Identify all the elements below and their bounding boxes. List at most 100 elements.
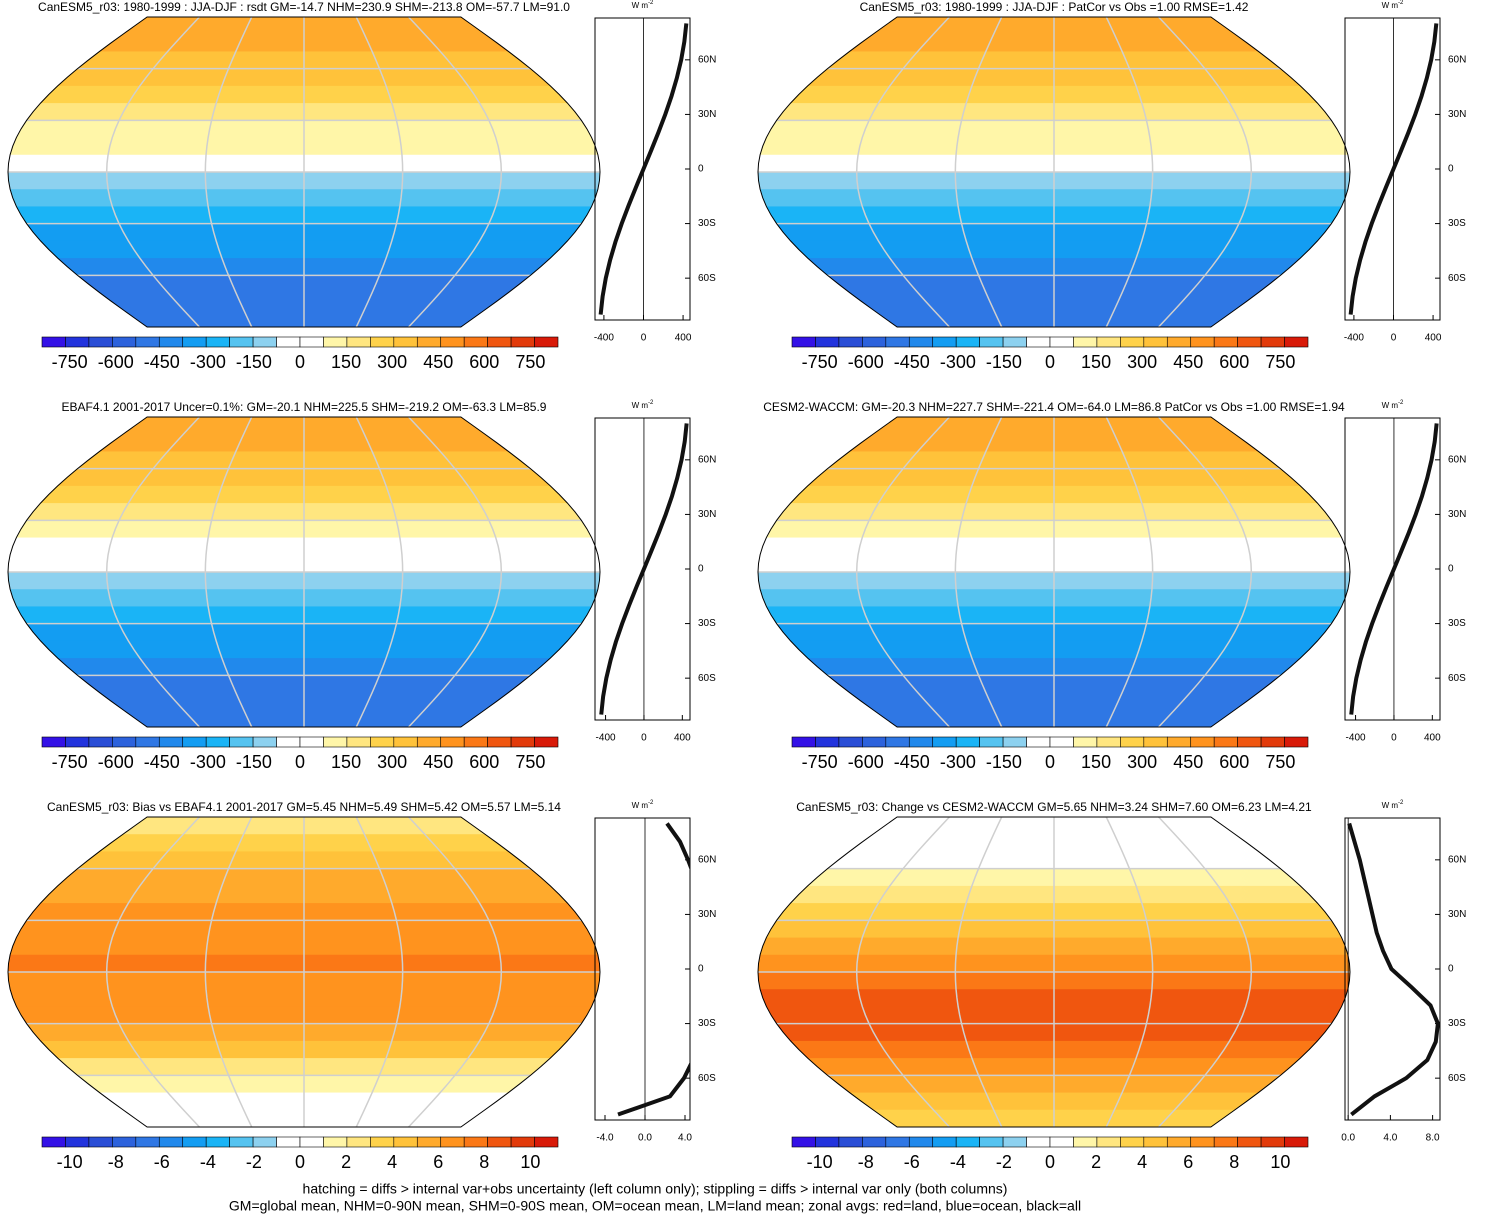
- y-tick-label: 30N: [1448, 509, 1466, 520]
- y-tick-label: 30S: [1448, 618, 1466, 629]
- colorbar-box: [276, 736, 301, 748]
- colorbar-label: -300: [940, 752, 976, 772]
- map-meridian: [204, 17, 253, 327]
- colorbar-label: -10: [807, 1152, 833, 1172]
- panel: EBAF4.1 2001-2017 Uncer=0.1%: GM=-20.1 N…: [7, 400, 716, 772]
- y-tick-label: 60S: [1448, 273, 1466, 284]
- colorbar-box: [88, 1136, 113, 1148]
- colorbar-box: [1026, 336, 1051, 348]
- colorbar-box: [1002, 736, 1027, 748]
- zonal-curve: [1348, 23, 1439, 315]
- colorbar: -750 -600 -450 -300 -150 0 150 300 450 600 750: [41, 336, 559, 372]
- zonal-plot: W m-2 -400 0 400 60N 30N 0 30S 60S: [1344, 400, 1466, 744]
- colorbar-box: [838, 1136, 863, 1148]
- colorbar-label: 0: [295, 352, 305, 372]
- panel: CESM2-WACCM: GM=-20.3 NHM=227.7 SHM=-221…: [757, 400, 1466, 772]
- colorbar-label: -4: [950, 1152, 966, 1172]
- colorbar-box: [65, 736, 90, 748]
- colorbar-label: 2: [1091, 1152, 1101, 1172]
- footer-line: GM=global mean, NHM=0-90N mean, SHM=0-90…: [229, 1198, 1081, 1214]
- colorbar-box: [65, 336, 90, 348]
- colorbar-box: [112, 736, 137, 748]
- colorbar-box: [955, 736, 980, 748]
- colorbar-box: [1260, 736, 1285, 748]
- colorbar: -750 -600 -450 -300 -150 0 150 300 450 600 750: [791, 336, 1309, 372]
- colorbar-box: [932, 1136, 957, 1148]
- colorbar-label: 600: [469, 352, 499, 372]
- colorbar-box: [838, 336, 863, 348]
- colorbar-box: [229, 336, 254, 348]
- map-meridian: [954, 17, 1003, 327]
- y-tick-label: 30N: [698, 109, 716, 120]
- colorbar-label: -4: [200, 1152, 216, 1172]
- colorbar-box: [41, 1136, 66, 1148]
- colorbar-label: -750: [802, 352, 838, 372]
- y-tick-label: 0: [698, 564, 704, 575]
- map-meridian: [855, 417, 950, 727]
- footer-line: hatching = diffs > internal var+obs unce…: [303, 1181, 1008, 1197]
- colorbar-box: [393, 1136, 418, 1148]
- x-tick-label: 0.0: [1341, 1133, 1355, 1144]
- colorbar-box: [487, 336, 512, 348]
- colorbar-box: [1073, 736, 1098, 748]
- colorbar-box: [1073, 1136, 1098, 1148]
- colorbar-box: [1049, 1136, 1074, 1148]
- colorbar-box: [1096, 736, 1121, 748]
- y-tick-label: 60N: [1448, 854, 1466, 865]
- colorbar-label: -450: [894, 352, 930, 372]
- x-tick-label: 0.0: [638, 1133, 652, 1144]
- colorbar-box: [1190, 736, 1215, 748]
- colorbar: -10 -8 -6 -4 -2 0 2 4 6 8 10: [791, 1136, 1309, 1172]
- zonal-plot: W m-2 -400 0 400 60N 30N 0 30S 60S: [594, 400, 716, 744]
- colorbar-box: [463, 736, 488, 748]
- panel: CanESM5_r03: Bias vs EBAF4.1 2001-2017 G…: [7, 800, 716, 1172]
- y-tick-label: 60N: [698, 454, 716, 465]
- colorbar-box: [815, 736, 840, 748]
- colorbar-box: [276, 1136, 301, 1148]
- map: [8, 417, 600, 727]
- colorbar-label: -150: [236, 752, 272, 772]
- colorbar-label: -150: [236, 352, 272, 372]
- colorbar-label: 10: [1270, 1152, 1290, 1172]
- colorbar-box: [1284, 736, 1309, 748]
- map-meridian: [408, 417, 503, 727]
- x-tick-label: 400: [674, 733, 691, 744]
- colorbar-label: 600: [469, 752, 499, 772]
- colorbar-box: [1096, 1136, 1121, 1148]
- colorbar-box: [205, 336, 230, 348]
- colorbar-box: [112, 336, 137, 348]
- y-tick-label: 30S: [698, 1018, 716, 1029]
- colorbar-box: [908, 336, 934, 348]
- colorbar-box: [299, 736, 324, 748]
- colorbar-box: [1190, 336, 1215, 348]
- x-tick-label: 400: [1425, 333, 1442, 344]
- colorbar-box: [838, 736, 863, 748]
- colorbar-box: [370, 736, 395, 748]
- colorbar-box: [1073, 336, 1098, 348]
- colorbar-box: [932, 336, 957, 348]
- colorbar-box: [440, 1136, 465, 1148]
- colorbar-box: [534, 1136, 559, 1148]
- colorbar-label: 750: [515, 352, 545, 372]
- map-meridian: [105, 417, 200, 727]
- units-exponent: -2: [1398, 400, 1404, 406]
- colorbar-box: [534, 736, 559, 748]
- colorbar-label: -150: [986, 752, 1022, 772]
- units-exponent: -2: [648, 0, 654, 6]
- colorbar-box: [440, 736, 465, 748]
- colorbar-box: [1284, 1136, 1309, 1148]
- colorbar-box: [440, 336, 465, 348]
- colorbar-box: [370, 1136, 395, 1148]
- panel-title: CanESM5_r03: Change vs CESM2-WACCM GM=5.…: [796, 800, 1312, 814]
- zonal-curve: [599, 423, 689, 715]
- map-outline: [757, 16, 1351, 328]
- colorbar-label: -2: [246, 1152, 262, 1172]
- map-outline: [757, 816, 1351, 1128]
- map-meridian: [204, 417, 253, 727]
- colorbar-box: [416, 1136, 442, 1148]
- colorbar-label: 450: [423, 752, 453, 772]
- colorbar-box: [979, 336, 1004, 348]
- colorbar-box: [1049, 336, 1074, 348]
- colorbar-box: [252, 336, 277, 348]
- colorbar-box: [1002, 336, 1027, 348]
